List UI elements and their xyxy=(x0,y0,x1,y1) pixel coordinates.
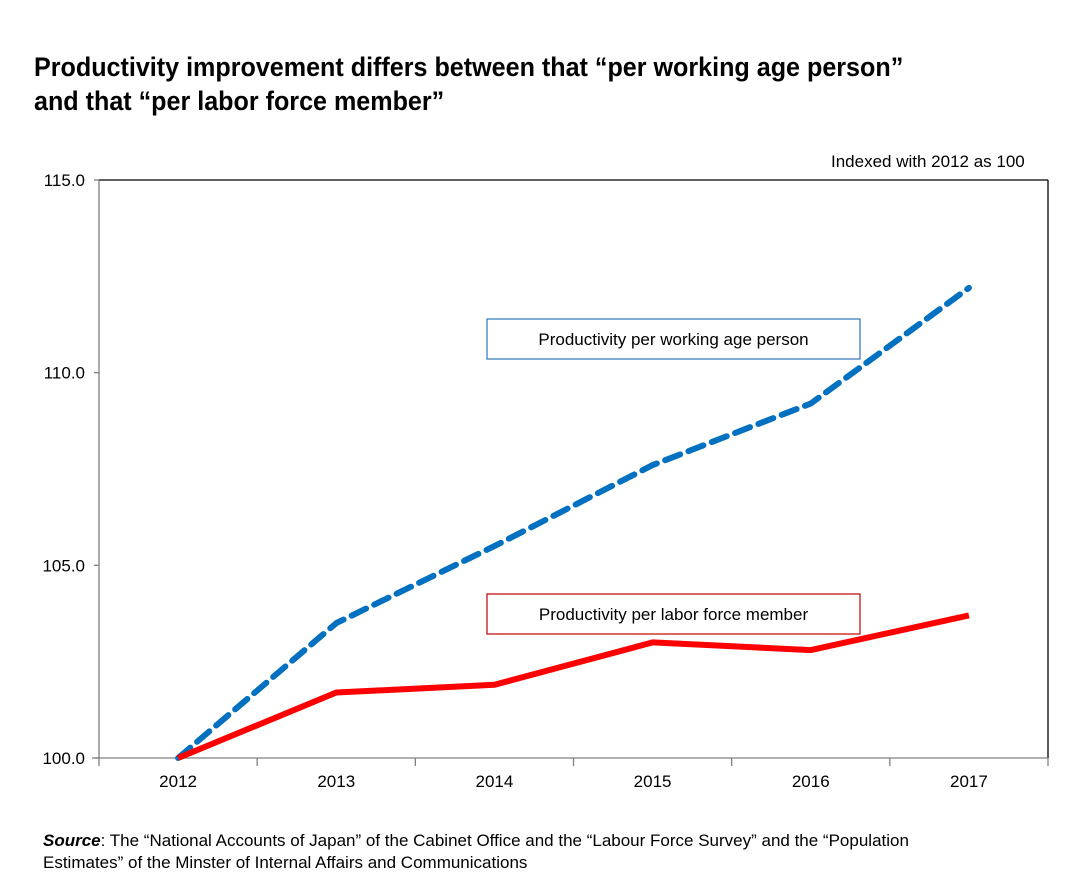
y-tick-label: 110.0 xyxy=(44,364,85,383)
source-note: Source: The “National Accounts of Japan”… xyxy=(43,830,1053,874)
source-text-line-1: : The “National Accounts of Japan” of th… xyxy=(100,831,909,850)
series-line-labor-force xyxy=(176,612,970,761)
chart-title-line-1: Productivity improvement differs between… xyxy=(34,52,904,82)
x-tick-label: 2017 xyxy=(950,772,988,791)
y-tick-label: 105.0 xyxy=(42,556,85,575)
x-tick-label: 2016 xyxy=(792,772,830,791)
x-tick-label: 2013 xyxy=(317,772,355,791)
index-note: Indexed with 2012 as 100 xyxy=(831,152,1025,171)
series-label-working-age-box xyxy=(486,318,861,360)
chart-title: Productivity improvement differs between… xyxy=(34,50,1001,118)
series-label-working-age: Productivity per working age person xyxy=(486,318,861,360)
x-tick-label: 2014 xyxy=(476,772,514,791)
x-tick-label: 2015 xyxy=(634,772,672,791)
y-tick-label: 100.0 xyxy=(42,749,85,768)
source-text-line-2: Estimates” of the Minster of Internal Af… xyxy=(43,853,528,872)
series-label-working-age-text: Productivity per working age person xyxy=(538,330,808,349)
y-tick-label: 115.0 xyxy=(44,171,85,190)
series-label-labor-force-box xyxy=(486,593,861,635)
chart-title-line-2: and that “per labor force member” xyxy=(34,86,445,116)
series-line-working-age xyxy=(175,284,972,761)
series-label-labor-force: Productivity per labor force member xyxy=(486,593,861,635)
source-label: Source xyxy=(43,831,101,850)
x-tick-label: 2012 xyxy=(159,772,197,791)
series-label-labor-force-text: Productivity per labor force member xyxy=(539,605,809,624)
